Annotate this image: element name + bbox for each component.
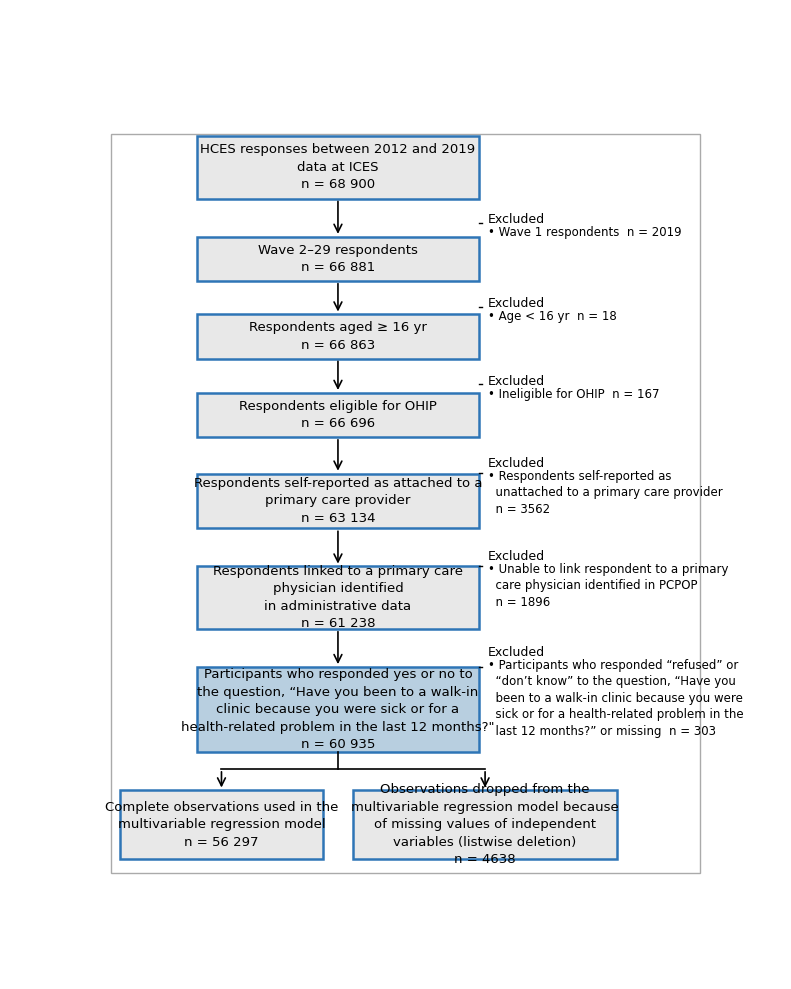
- Text: • Participants who responded “refused” or
  “don’t know” to the question, “Have : • Participants who responded “refused” o…: [488, 659, 744, 738]
- Text: Excluded: Excluded: [488, 550, 545, 563]
- Text: • Unable to link respondent to a primary
  care physician identified in PCPOP
  : • Unable to link respondent to a primary…: [488, 563, 729, 608]
- Text: Observations dropped from the
multivariable regression model because
of missing : Observations dropped from the multivaria…: [351, 783, 619, 866]
- FancyBboxPatch shape: [120, 790, 323, 858]
- FancyBboxPatch shape: [197, 236, 479, 281]
- Text: Participants who responded yes or no to
the question, “Have you been to a walk-i: Participants who responded yes or no to …: [181, 669, 494, 751]
- Text: • Ineligible for OHIP  n = 167: • Ineligible for OHIP n = 167: [488, 388, 660, 401]
- Text: Excluded: Excluded: [488, 646, 545, 659]
- Text: Excluded: Excluded: [488, 375, 545, 388]
- FancyBboxPatch shape: [197, 136, 479, 199]
- Text: Excluded: Excluded: [488, 213, 545, 226]
- Text: Respondents eligible for OHIP
n = 66 696: Respondents eligible for OHIP n = 66 696: [239, 400, 437, 430]
- Text: Wave 2–29 respondents
n = 66 881: Wave 2–29 respondents n = 66 881: [258, 243, 418, 274]
- FancyBboxPatch shape: [197, 393, 479, 437]
- FancyBboxPatch shape: [197, 315, 479, 359]
- Text: Respondents linked to a primary care
physician identified
in administrative data: Respondents linked to a primary care phy…: [213, 565, 463, 630]
- Text: HCES responses between 2012 and 2019
data at ICES
n = 68 900: HCES responses between 2012 and 2019 dat…: [200, 143, 475, 192]
- Text: • Age < 16 yr  n = 18: • Age < 16 yr n = 18: [488, 310, 617, 322]
- Text: • Respondents self-reported as
  unattached to a primary care provider
  n = 356: • Respondents self-reported as unattache…: [488, 470, 723, 515]
- FancyBboxPatch shape: [354, 790, 617, 858]
- FancyBboxPatch shape: [197, 474, 479, 528]
- Text: • Wave 1 respondents  n = 2019: • Wave 1 respondents n = 2019: [488, 226, 682, 239]
- Text: Excluded: Excluded: [488, 457, 545, 470]
- Text: Respondents self-reported as attached to a
primary care provider
n = 63 134: Respondents self-reported as attached to…: [194, 477, 483, 525]
- Text: Respondents aged ≥ 16 yr
n = 66 863: Respondents aged ≥ 16 yr n = 66 863: [249, 321, 427, 352]
- FancyBboxPatch shape: [197, 567, 479, 629]
- Text: Complete observations used in the
multivariable regression model
n = 56 297: Complete observations used in the multiv…: [104, 801, 339, 849]
- FancyBboxPatch shape: [197, 667, 479, 753]
- Text: Excluded: Excluded: [488, 297, 545, 310]
